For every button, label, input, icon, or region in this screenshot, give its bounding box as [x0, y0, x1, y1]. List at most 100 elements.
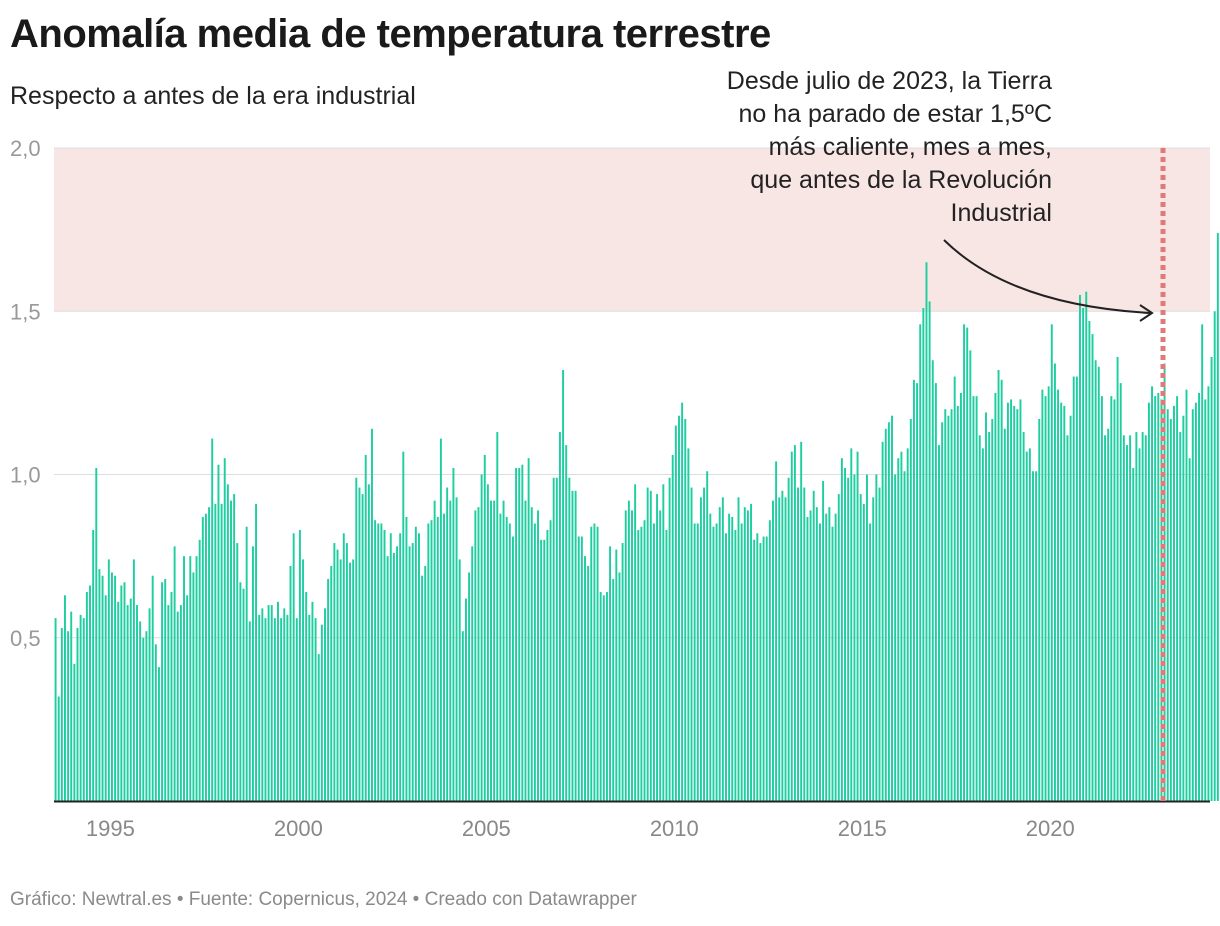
bar: [828, 507, 831, 801]
bar: [806, 516, 809, 801]
bar: [928, 301, 931, 801]
bar: [79, 614, 82, 801]
bar: [746, 510, 749, 801]
bar: [524, 500, 527, 801]
bar: [383, 530, 386, 801]
bar: [427, 523, 430, 801]
bar: [947, 415, 950, 801]
bar: [956, 405, 959, 801]
bar: [358, 487, 361, 801]
x-tick-label: 2005: [462, 816, 511, 841]
bar: [201, 516, 204, 801]
bar: [161, 582, 164, 801]
bar: [154, 644, 157, 801]
annotation-line: Desde julio de 2023, la Tierra: [727, 67, 1052, 95]
bar: [289, 565, 292, 801]
bar: [386, 556, 389, 802]
bar: [474, 510, 477, 801]
bar: [518, 467, 521, 801]
bar: [781, 490, 784, 801]
bar: [865, 474, 868, 801]
bar: [464, 598, 467, 801]
y-tick-label: 1,5: [10, 299, 41, 324]
arrow-head-icon: [1139, 304, 1154, 322]
bar: [424, 565, 427, 801]
bar: [812, 490, 815, 801]
bar: [1032, 471, 1034, 801]
bar: [176, 611, 179, 801]
bar: [1025, 451, 1028, 801]
bar: [104, 595, 107, 801]
annotation-line: que antes de la Revolución: [750, 166, 1052, 194]
bar: [157, 667, 160, 801]
bar: [894, 474, 897, 801]
bar: [671, 454, 674, 801]
bar: [568, 477, 571, 801]
threshold-band: [54, 148, 1210, 312]
bar: [1060, 402, 1063, 801]
bar: [1035, 471, 1038, 801]
bar: [1010, 399, 1013, 801]
bar: [449, 500, 452, 801]
bar: [997, 370, 1000, 801]
bar: [85, 592, 88, 801]
bar: [615, 549, 618, 801]
bar: [248, 621, 251, 801]
bar: [173, 546, 176, 801]
bar: [170, 592, 173, 801]
bar: [656, 494, 659, 801]
bar: [302, 559, 305, 801]
bar: [903, 471, 906, 801]
bar: [884, 428, 887, 801]
annotation-line: Industrial: [951, 199, 1052, 227]
bar: [1104, 435, 1107, 801]
bar: [681, 402, 684, 801]
bar: [652, 523, 655, 801]
bar: [286, 614, 289, 801]
x-tick-label: 2010: [650, 816, 699, 841]
bar: [1138, 448, 1141, 801]
bar: [136, 605, 138, 801]
bar: [1069, 415, 1072, 801]
bar: [765, 536, 768, 801]
bar: [919, 324, 922, 801]
bar: [537, 510, 539, 801]
bar: [634, 484, 637, 801]
bar: [953, 376, 956, 801]
bar: [67, 631, 70, 801]
bar: [837, 494, 840, 801]
bar: [267, 605, 270, 801]
bar: [436, 516, 439, 801]
bar: [994, 392, 997, 802]
bar: [239, 582, 242, 801]
bar: [1075, 376, 1078, 801]
bar: [740, 523, 743, 801]
bar: [759, 543, 762, 801]
bar: [1100, 396, 1103, 801]
bar: [364, 454, 367, 801]
bar: [875, 474, 878, 801]
bar: [145, 631, 148, 801]
bar: [339, 559, 342, 801]
bar: [505, 516, 508, 801]
bar: [571, 490, 574, 801]
bar: [969, 350, 972, 801]
bar: [725, 533, 727, 801]
bar: [273, 618, 276, 801]
bar: [1191, 409, 1194, 801]
bar: [1013, 405, 1016, 801]
bar: [881, 441, 884, 801]
bar: [255, 503, 258, 801]
bar: [631, 510, 633, 801]
bar: [233, 494, 236, 801]
bar: [797, 487, 800, 801]
bar: [452, 467, 455, 801]
bar: [336, 549, 339, 801]
bar: [662, 484, 665, 801]
bar: [374, 520, 377, 801]
bar: [392, 552, 395, 801]
bar: [377, 523, 380, 801]
bar: [853, 474, 856, 801]
bar: [1097, 366, 1100, 801]
bar: [220, 503, 223, 801]
